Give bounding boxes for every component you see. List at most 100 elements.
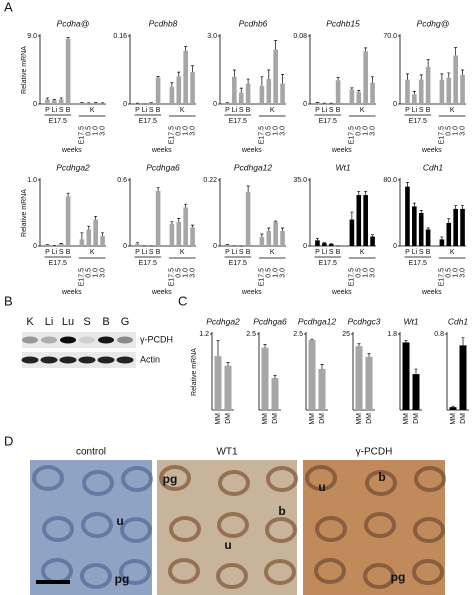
- bar: [308, 340, 316, 410]
- error-bar: [364, 47, 368, 52]
- x-tick-label: DM: [413, 413, 420, 424]
- group-label: K: [270, 249, 275, 256]
- error-bar: [156, 76, 160, 78]
- error-bar: [454, 205, 458, 209]
- bar: [349, 219, 355, 246]
- bar: [225, 102, 230, 104]
- bar: [183, 50, 188, 104]
- y-axis-label: Relative mRNA: [21, 46, 28, 94]
- y-tick-label: 0.08: [293, 33, 307, 40]
- group-label: K: [360, 249, 365, 256]
- error-bar: [404, 339, 408, 343]
- group-label: K: [90, 249, 95, 256]
- bar: [238, 92, 244, 104]
- x-tick-label: 1.0: [273, 268, 280, 278]
- y-tick-label: 9.0: [27, 33, 37, 40]
- bar: [460, 208, 465, 246]
- scale-bar: [36, 580, 70, 584]
- blot-band: [40, 356, 58, 364]
- bar: [266, 231, 272, 246]
- y-tick-label: 0: [123, 101, 127, 108]
- error-bar: [246, 185, 250, 192]
- x-tick-label: P: [315, 107, 320, 114]
- x-tick-label: MM: [262, 413, 269, 425]
- bar: [418, 79, 424, 104]
- chart-title: Pcdhb15: [326, 18, 360, 28]
- x-tick-label: E17.5: [259, 268, 266, 286]
- bar: [459, 345, 467, 410]
- tubule: [414, 466, 446, 492]
- bar: [155, 191, 161, 246]
- histology-image: [30, 460, 152, 595]
- error-bar: [447, 218, 451, 223]
- lane-label: B: [102, 316, 109, 328]
- error-bar: [336, 77, 340, 81]
- chart-title: Pcdhg@: [417, 18, 450, 28]
- histology-title: WT1: [216, 447, 238, 458]
- tubule: [305, 465, 337, 491]
- bar: [58, 99, 64, 104]
- bar: [169, 87, 175, 104]
- bar: [176, 221, 182, 246]
- x-unit: weeks: [241, 289, 262, 296]
- error-bar: [177, 71, 181, 77]
- error-bar: [357, 343, 361, 347]
- x-tick-label: S: [239, 107, 244, 114]
- blot-band: [117, 336, 133, 344]
- x-tick-label: 0.5: [446, 268, 453, 278]
- lane-label: S: [83, 316, 90, 328]
- bar: [100, 103, 105, 104]
- bar: [412, 374, 420, 410]
- x-tick-label: 1.0: [183, 126, 190, 136]
- group-label: E17.5: [409, 260, 427, 267]
- x-tick-label: E17.5: [259, 126, 266, 144]
- x-tick-label: Li: [232, 249, 238, 256]
- tubule: [120, 517, 152, 543]
- error-bar: [263, 344, 267, 348]
- y-tick-label: 0.6: [117, 177, 127, 184]
- lane-label: G: [121, 316, 130, 328]
- bar: [280, 231, 285, 246]
- x-tick-label: B: [246, 249, 251, 256]
- bar: [402, 342, 410, 410]
- chart-title: Wt1: [403, 316, 418, 326]
- x-unit: weeks: [61, 147, 82, 154]
- tubule: [82, 470, 114, 496]
- error-bar: [170, 221, 174, 224]
- error-bar: [357, 90, 361, 93]
- x-tick-label: 1.0: [93, 268, 100, 278]
- group-label: E17.5: [49, 260, 67, 267]
- error-bar: [232, 69, 236, 77]
- error-bar: [461, 337, 465, 346]
- error-bar: [281, 74, 285, 84]
- error-bar: [87, 225, 91, 230]
- x-tick-label: S: [59, 107, 64, 114]
- x-tick-label: E17.5: [439, 126, 446, 144]
- x-tick-label: P: [135, 107, 140, 114]
- histology-label: pg: [163, 472, 178, 486]
- x-tick-label: S: [329, 249, 334, 256]
- group-label: E17.5: [49, 118, 67, 125]
- bar: [425, 229, 431, 246]
- x-tick-label: 0.5: [86, 268, 93, 278]
- blot-band: [59, 356, 77, 364]
- chart-title: Pcdhb8: [149, 18, 178, 28]
- blot-band: [98, 336, 114, 344]
- x-tick-label: Li: [142, 249, 148, 256]
- x-tick-label: Li: [412, 107, 418, 114]
- group-label: E17.5: [229, 118, 247, 125]
- bar: [322, 243, 327, 246]
- group-label: E17.5: [409, 118, 427, 125]
- error-bar: [274, 220, 278, 222]
- x-tick-label: 0.5: [266, 268, 273, 278]
- x-tick-label: B: [156, 249, 161, 256]
- bar: [148, 102, 154, 104]
- x-tick-label: P: [315, 249, 320, 256]
- bar: [224, 365, 232, 410]
- x-tick-label: 1.0: [183, 268, 190, 278]
- error-bar: [191, 224, 195, 228]
- tubule: [80, 563, 112, 589]
- bar: [370, 82, 375, 104]
- y-tick-label: 1.0: [27, 177, 37, 184]
